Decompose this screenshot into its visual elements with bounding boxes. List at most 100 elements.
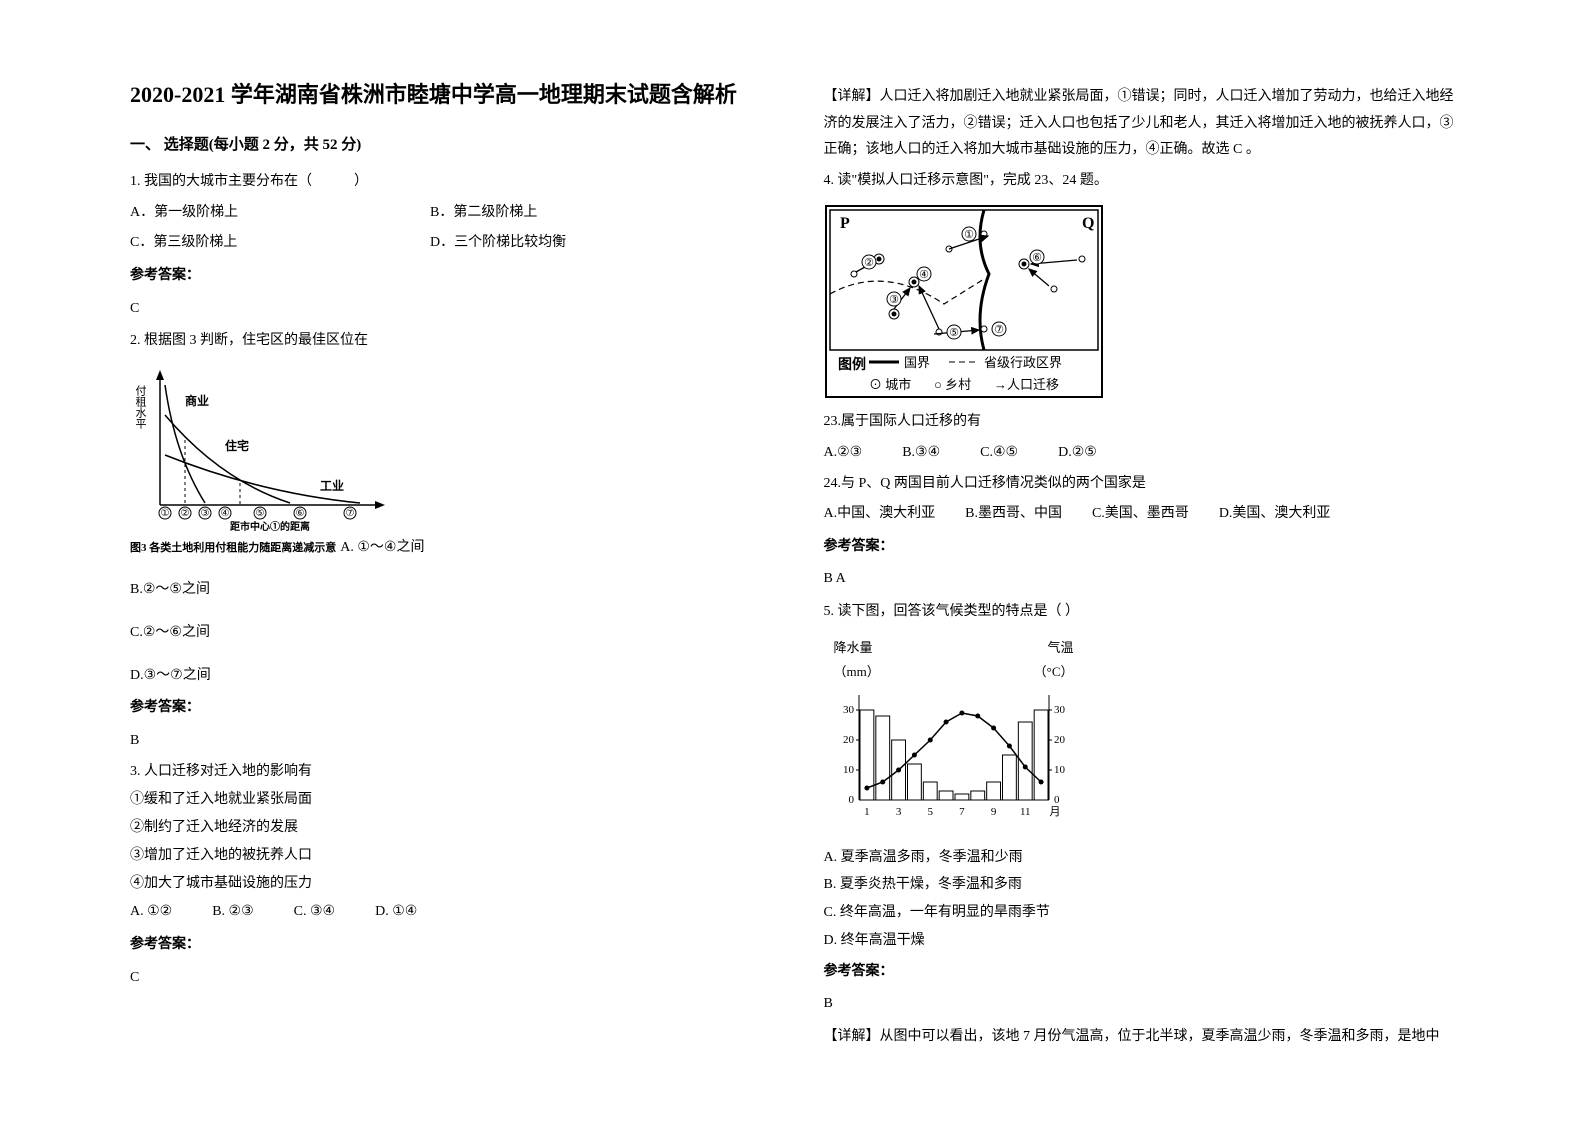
q24-a: A.中国、澳大利亚	[824, 501, 936, 528]
svg-text:②: ②	[864, 257, 874, 269]
q3-s4: ④加大了城市基础设施的压力	[130, 872, 764, 896]
svg-text:30: 30	[843, 704, 855, 716]
svg-text:5: 5	[927, 806, 933, 818]
temp-unit: （°C）	[1034, 660, 1074, 685]
doc-title: 2020-2021 学年湖南省株洲市睦塘中学高一地理期末试题含解析	[130, 80, 764, 111]
q1-opt-b: B．第二级阶梯上	[430, 200, 537, 227]
q3-explanation: 【详解】人口迁入将加剧迁入地就业紧张局面，①错误；同时，人口迁入增加了劳动力，也…	[824, 84, 1458, 164]
q1-opt-d: D．三个阶梯比较均衡	[430, 230, 566, 257]
q3-opt-d: D. ①④	[375, 899, 417, 926]
q23-a: A.②③	[824, 440, 863, 467]
svg-text:1: 1	[864, 806, 870, 818]
q5-answer: B	[824, 991, 1458, 1018]
q24-d: D.美国、澳大利亚	[1219, 501, 1331, 528]
svg-text:7: 7	[959, 806, 965, 818]
svg-text:○ 乡村: ○ 乡村	[934, 377, 971, 392]
q24-c: C.美国、墨西哥	[1092, 501, 1189, 528]
q2-opt-c: C.②～⑥之间	[130, 620, 764, 647]
svg-text:P: P	[840, 215, 850, 232]
q3-opts: A. ①② B. ②③ C. ③④ D. ①④	[130, 899, 764, 926]
right-column: 【详解】人口迁入将加剧迁入地就业紧张局面，①错误；同时，人口迁入增加了劳动力，也…	[794, 80, 1488, 1082]
svg-text:20: 20	[1054, 734, 1066, 746]
q1-opt-c: C．第三级阶梯上	[130, 230, 430, 257]
q24-stem: 24.与 P、Q 两国目前人口迁移情况类似的两个国家是	[824, 471, 1458, 498]
q24-opts: A.中国、澳大利亚 B.墨西哥、中国 C.美国、墨西哥 D.美国、澳大利亚	[824, 501, 1458, 528]
svg-text:③: ③	[889, 294, 899, 306]
svg-text:④: ④	[221, 508, 230, 519]
left-column: 2020-2021 学年湖南省株洲市睦塘中学高一地理期末试题含解析 一、 选择题…	[100, 80, 794, 1082]
q3-stem: 3. 人口迁移对迁入地的影响有	[130, 760, 764, 784]
q1-row2: C．第三级阶梯上 D．三个阶梯比较均衡	[130, 230, 764, 257]
q5-diagram: 降水量 气温 （mm） （°C） 0 10 20 30 0	[824, 636, 1458, 836]
svg-text:20: 20	[843, 734, 855, 746]
svg-text:距市中心①的距离: 距市中心①的距离	[230, 520, 310, 533]
svg-text:⑤: ⑤	[256, 508, 265, 519]
q5-stem: 5. 读下图，回答该气候类型的特点是（ ）	[824, 599, 1458, 626]
q5-explanation: 【详解】从图中可以看出，该地 7 月份气温高，位于北半球，夏季高温少雨，冬季温和…	[824, 1024, 1458, 1051]
q4-diagram: P Q	[824, 204, 1458, 399]
section-heading: 一、 选择题(每小题 2 分，共 52 分)	[130, 131, 764, 160]
q23-b: B.③④	[902, 440, 940, 467]
q5-opt-c: C. 终年高温，一年有明显的旱雨季节	[824, 901, 1458, 925]
temp-label: 气温	[1047, 636, 1073, 661]
q1-ans-heading: 参考答案：	[130, 263, 764, 290]
q3-ans-heading: 参考答案：	[130, 932, 764, 959]
q2-opt-d: D.③～⑦之间	[130, 663, 764, 690]
q5-opt-a: A. 夏季高温多雨，冬季温和少雨	[824, 846, 1458, 870]
q5-ans-heading: 参考答案：	[824, 959, 1458, 986]
q3-opt-a: A. ①②	[130, 899, 172, 926]
q4-ans-heading: 参考答案：	[824, 534, 1458, 561]
q2-answer: B	[130, 728, 764, 755]
svg-text:国界: 国界	[904, 355, 930, 370]
q23-opts: A.②③ B.③④ C.④⑤ D.②⑤	[824, 440, 1458, 467]
svg-text:⑥: ⑥	[1032, 252, 1042, 264]
svg-text:①: ①	[161, 508, 170, 519]
svg-text:⑥: ⑥	[296, 508, 305, 519]
svg-text:付租水平: 付租水平	[134, 385, 147, 430]
q3-s2: ②制约了迁入地经济的发展	[130, 816, 764, 840]
q4-answer: B A	[824, 566, 1458, 593]
svg-text:3: 3	[895, 806, 901, 818]
svg-text:月: 月	[1049, 806, 1060, 818]
svg-text:⑦: ⑦	[346, 508, 355, 519]
q23-c: C.④⑤	[980, 440, 1018, 467]
svg-text:④: ④	[919, 269, 929, 281]
svg-text:②: ②	[181, 508, 190, 519]
svg-text:工业: 工业	[320, 478, 344, 493]
q2-ans-heading: 参考答案：	[130, 695, 764, 722]
q3-opt-c: C. ③④	[294, 899, 335, 926]
q2-opt-b: B.②～⑤之间	[130, 577, 764, 604]
svg-text:9: 9	[990, 806, 996, 818]
q23-stem: 23.属于国际人口迁移的有	[824, 409, 1458, 436]
svg-text:0: 0	[1054, 794, 1060, 806]
q3-opt-b: B. ②③	[212, 899, 253, 926]
q2-stem: 2. 根据图 3 判断，住宅区的最佳区位在	[130, 328, 764, 355]
svg-text:0: 0	[848, 794, 854, 806]
q5-opt-b: B. 夏季炎热干燥，冬季温和多雨	[824, 873, 1458, 897]
svg-text:①: ①	[964, 229, 974, 241]
q2-diagram: ① ② ③ ④ ⑤ ⑥ ⑦ 付租水平 商业 住宅 工业 距市中心①的距离 图3 …	[130, 365, 764, 562]
svg-text:10: 10	[1054, 764, 1066, 776]
svg-text:住宅: 住宅	[225, 438, 249, 453]
svg-text:⊙ 城市: ⊙ 城市	[869, 377, 911, 392]
precip-unit: （mm）	[834, 660, 880, 685]
q5-opt-d: D. 终年高温干燥	[824, 929, 1458, 953]
svg-text:⑦: ⑦	[994, 324, 1004, 336]
svg-text:11: 11	[1019, 806, 1030, 818]
svg-text:⑤: ⑤	[949, 327, 959, 339]
svg-text:→人口迁移: →人口迁移	[994, 377, 1059, 392]
q3-s3: ③增加了迁入地的被抚养人口	[130, 844, 764, 868]
q1-row1: A．第一级阶梯上 B．第二级阶梯上	[130, 200, 764, 227]
svg-text:③: ③	[201, 508, 210, 519]
q4-stem: 4. 读"模拟人口迁移示意图"，完成 23、24 题。	[824, 168, 1458, 195]
svg-text:Q: Q	[1082, 215, 1094, 232]
q1-answer: C	[130, 296, 764, 323]
q1-opt-a: A．第一级阶梯上	[130, 200, 430, 227]
q23-d: D.②⑤	[1058, 440, 1097, 467]
svg-text:图例: 图例	[838, 356, 866, 373]
svg-text:10: 10	[843, 764, 855, 776]
svg-text:30: 30	[1054, 704, 1066, 716]
q1-stem: 1. 我国的大城市主要分布在（ ）	[130, 169, 764, 196]
q2-opt-a: A. ①～④之间	[340, 535, 424, 562]
svg-text:商业: 商业	[185, 393, 209, 408]
